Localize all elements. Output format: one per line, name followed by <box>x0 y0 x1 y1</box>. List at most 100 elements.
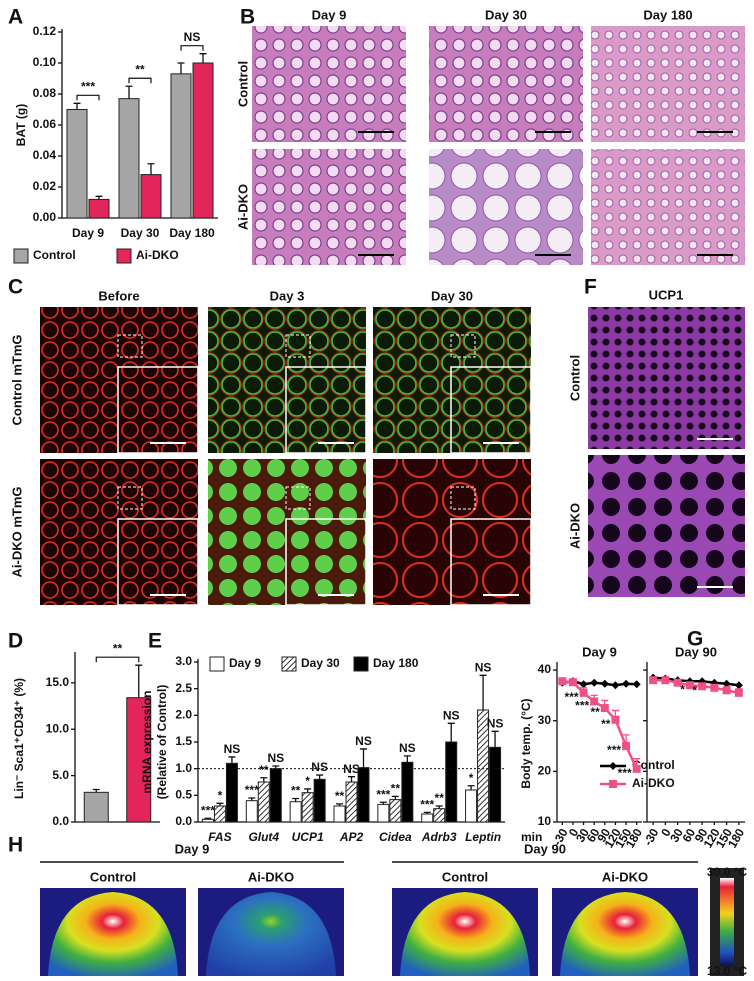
error-bar <box>216 802 224 806</box>
significance: *** <box>376 787 390 801</box>
significance: * <box>305 774 310 788</box>
x-tick-label: 90 <box>594 826 613 845</box>
error-bar <box>348 776 355 782</box>
marker <box>579 680 588 689</box>
error-bar <box>228 756 236 764</box>
significance: NS <box>355 734 372 748</box>
y-axis-label: mRNA expression <box>140 691 154 794</box>
y-tick-label: 3.0 <box>175 654 192 668</box>
row-label: Control <box>235 61 250 107</box>
thermal-body <box>560 892 690 976</box>
significance: NS <box>267 751 284 765</box>
bar <box>313 778 326 823</box>
bar <box>489 746 502 823</box>
color-scale-bar <box>720 878 734 966</box>
bar <box>401 761 414 823</box>
y-tick-label: 15.0 <box>46 675 70 689</box>
x-tick-label: AP2 <box>339 830 364 844</box>
inset-box <box>285 486 311 510</box>
legend-swatch <box>116 248 132 264</box>
error-bar <box>479 674 487 710</box>
significance: *** <box>575 699 589 713</box>
x-tick-label: Day 9 <box>72 226 104 240</box>
error-bar <box>199 53 207 63</box>
micrograph <box>429 149 583 265</box>
significance: ** <box>113 641 123 655</box>
significance: ** <box>590 705 600 719</box>
bar <box>269 768 282 823</box>
x-tick-label: Day 30 <box>121 226 160 240</box>
bracket <box>128 77 152 84</box>
marker <box>698 682 707 691</box>
error-bar <box>316 774 324 780</box>
error-bar <box>379 801 387 805</box>
x-tick-label: 60 <box>584 826 603 845</box>
micrograph <box>591 26 745 142</box>
row-label: Ai-DKO <box>235 184 250 230</box>
bar <box>170 73 192 219</box>
legend-swatch <box>209 656 225 672</box>
y-tick-label: 40 <box>538 662 552 676</box>
marker <box>710 683 719 692</box>
error-bar <box>147 163 155 175</box>
marker <box>722 679 731 688</box>
error-bar <box>177 62 185 74</box>
inset <box>285 366 367 454</box>
significance: * <box>680 682 685 696</box>
bar <box>66 109 88 219</box>
marker <box>590 678 599 687</box>
significance: *** <box>245 783 259 797</box>
bar <box>421 813 434 823</box>
chart-title: Day 90 <box>675 644 717 659</box>
x-tick-label: Adrb3 <box>421 830 457 844</box>
error-bar <box>135 664 143 698</box>
legend-marker <box>609 780 617 788</box>
micrograph <box>40 459 198 605</box>
x-tick-label: Leptin <box>465 830 501 844</box>
significance: NS <box>311 760 328 774</box>
y-axis-label: (Relative of Control) <box>155 685 169 800</box>
significance: *** <box>565 690 579 704</box>
y-tick-label: 0.12 <box>33 24 57 38</box>
significance: ** <box>601 717 611 731</box>
significance: *** <box>201 803 215 817</box>
error-bar <box>447 722 455 742</box>
micrograph <box>252 26 406 142</box>
y-axis-label: Body temp. (°C) <box>519 698 533 788</box>
legend-swatch <box>281 656 297 672</box>
y-tick-label: 0.0 <box>52 814 69 828</box>
inset-box <box>450 334 476 358</box>
significance: NS <box>487 717 504 731</box>
column-header: Ai-DKO <box>248 869 294 884</box>
error-bar <box>204 817 212 820</box>
column-header: Control <box>90 869 136 884</box>
significance: ** <box>135 62 145 76</box>
y-tick-label: 2.5 <box>175 681 192 695</box>
bracket <box>76 94 100 101</box>
x-tick-label: 60 <box>679 826 698 845</box>
significance: * <box>469 771 474 785</box>
panel-title: UCP1 <box>649 287 684 302</box>
panel-label: B <box>240 6 255 29</box>
error-bar <box>248 797 256 801</box>
significance: NS <box>475 661 492 675</box>
x-tick-label: 90 <box>692 826 711 845</box>
panel-label: D <box>8 630 23 653</box>
scale-label: 13.0 °C <box>707 964 747 978</box>
marker <box>734 688 743 697</box>
bar <box>257 781 270 823</box>
bar <box>333 805 346 823</box>
panel-label: H <box>8 834 23 857</box>
row-label: Ai-DKO <box>567 503 582 549</box>
significance: NS <box>399 741 416 755</box>
legend-label: Day 30 <box>301 656 340 670</box>
inset-box <box>450 486 476 510</box>
y-tick-label: 0.04 <box>33 148 57 162</box>
panel-label: C <box>8 276 23 299</box>
error-bar <box>292 797 300 802</box>
error-bar <box>125 85 133 99</box>
column-header: Day 180 <box>643 7 692 22</box>
error-bar <box>467 785 475 790</box>
thermal-body <box>206 892 336 976</box>
legend-label: Control <box>632 758 675 772</box>
